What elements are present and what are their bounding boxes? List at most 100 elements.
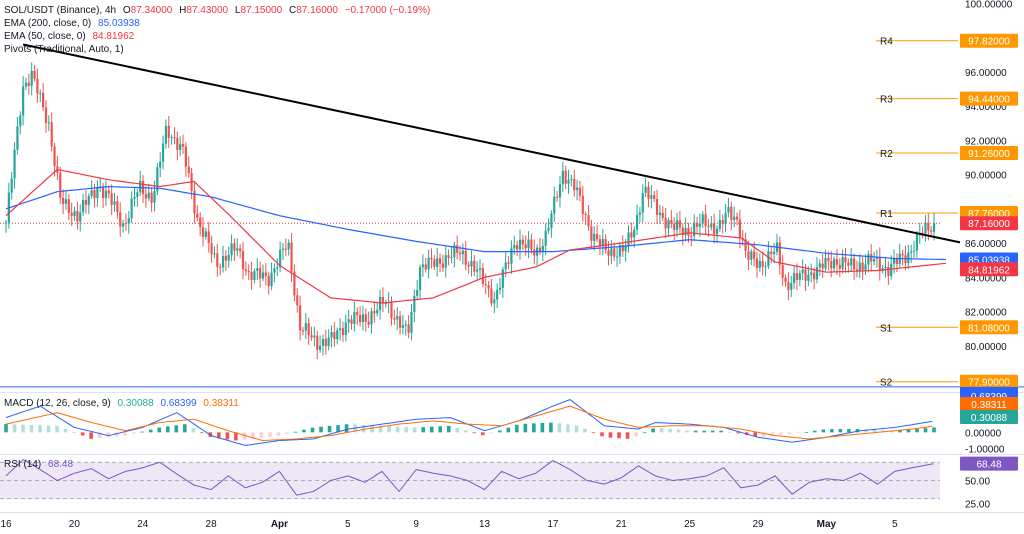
macd-legend[interactable]: MACD (12, 26, close, 9) 0.30088 0.68399 … [4, 398, 243, 409]
candle-up [510, 248, 513, 264]
candle-down [595, 234, 599, 240]
macd-histogram-bar [906, 429, 911, 433]
candle-up [313, 335, 316, 338]
candle-down [247, 271, 250, 273]
candle-down [239, 248, 242, 252]
candle-down [721, 220, 724, 224]
candle-up [504, 262, 507, 270]
candle-down [284, 248, 287, 250]
rsi-legend[interactable]: RSI (14) 68.48 [4, 459, 77, 470]
macd-histogram-bar [182, 424, 187, 433]
candle-up [872, 258, 876, 262]
candle-up [24, 82, 28, 87]
macd-histogram-tag-bg [960, 410, 1018, 424]
macd-histogram-bar [344, 424, 349, 433]
candle-up [718, 220, 721, 229]
time-axis-tick-label: Apr [271, 519, 288, 530]
candle-down [324, 338, 327, 347]
candle-up [773, 251, 776, 255]
candle-up [733, 216, 736, 220]
macd-signal-tag-bg [960, 397, 1018, 411]
macd-histogram-bar [438, 426, 443, 433]
price-axis-tick-label: 96.00000 [965, 68, 1007, 79]
candle-up [650, 195, 653, 199]
candle-up [256, 268, 259, 271]
candle-down [707, 226, 710, 228]
ema50-legend[interactable]: EMA (50, close, 0) 84.81962 [4, 31, 138, 42]
macd-histogram-bar [915, 428, 919, 433]
macd-histogram-bar [310, 427, 315, 433]
candle-up [73, 211, 76, 216]
candle-down [524, 244, 527, 249]
candle-up [710, 223, 713, 228]
candle-down [301, 330, 305, 332]
candle-down [744, 239, 747, 252]
macd-histogram-bar [693, 430, 698, 433]
candle-up [304, 323, 307, 331]
trendline[interactable] [22, 43, 961, 244]
candle-down [813, 272, 816, 280]
candle-up [370, 311, 373, 325]
candle-down [67, 199, 70, 214]
macd-histogram-bar [608, 432, 613, 438]
candle-up [39, 92, 42, 94]
candle-up [818, 263, 821, 268]
macd-histogram-bar [710, 430, 715, 433]
macd-histogram-bar [131, 432, 136, 434]
candle-down [233, 243, 236, 251]
rsi-axis-tick-label: 50.00 [965, 477, 990, 488]
macd-histogram-bar [787, 432, 792, 435]
candle-down [36, 78, 39, 94]
candle-down [259, 268, 262, 279]
macd-histogram-bar [566, 424, 570, 433]
candle-up [204, 231, 207, 237]
macd-histogram-bar [685, 430, 689, 433]
candle-down [93, 190, 96, 199]
candle-up [550, 213, 553, 229]
macd-histogram-bar [753, 432, 758, 437]
macd-line [5, 399, 933, 446]
candle-up [750, 251, 753, 260]
candle-up [453, 245, 456, 258]
candle-down [398, 316, 402, 328]
candle-up [344, 322, 347, 336]
candle-down [364, 314, 367, 322]
macd-histogram-bar [123, 432, 127, 436]
time-axis-tick-label: 21 [616, 519, 628, 530]
candle-down [770, 251, 773, 255]
candle-down [299, 305, 302, 331]
candle-up [758, 261, 761, 268]
candle-down [930, 230, 933, 232]
candle-up [30, 70, 33, 86]
macd-axis-tick-label: -1.00000 [965, 445, 1005, 456]
pivot-value-tag-r3-bg [960, 91, 1018, 106]
candle-down [473, 260, 476, 272]
candle-down [573, 179, 576, 191]
macd-histogram-bar [217, 432, 221, 439]
candle-up [16, 126, 19, 150]
candle-up [493, 299, 496, 304]
macd-histogram-bar [268, 432, 272, 437]
macd-histogram-bar [676, 429, 681, 433]
pivots-legend[interactable]: Pivots (Traditional, Auto, 1) [4, 44, 128, 55]
candle-up [824, 257, 827, 269]
pivot-value-tag-r4-bg [960, 33, 1018, 48]
macd-histogram-bar [523, 423, 528, 433]
candle-up [798, 273, 801, 280]
macd-histogram-tag: 0.30088 [971, 413, 1008, 424]
ema200-label: EMA (200, close, 0) [4, 18, 92, 29]
candle-down [730, 206, 733, 220]
candle-down [735, 216, 739, 220]
macd-label: MACD (12, 26, close, 9) [4, 398, 111, 409]
candle-up [641, 192, 644, 213]
candle-up [276, 267, 279, 269]
macd-histogram-bar [276, 432, 281, 436]
candle-down [695, 222, 699, 227]
macd-histogram-bar [770, 432, 775, 436]
rsi-line [5, 458, 934, 496]
candle-up [287, 242, 290, 250]
macd-histogram-bar [506, 427, 511, 433]
ema200-legend[interactable]: EMA (200, close, 0) 85.03938 [4, 18, 144, 29]
